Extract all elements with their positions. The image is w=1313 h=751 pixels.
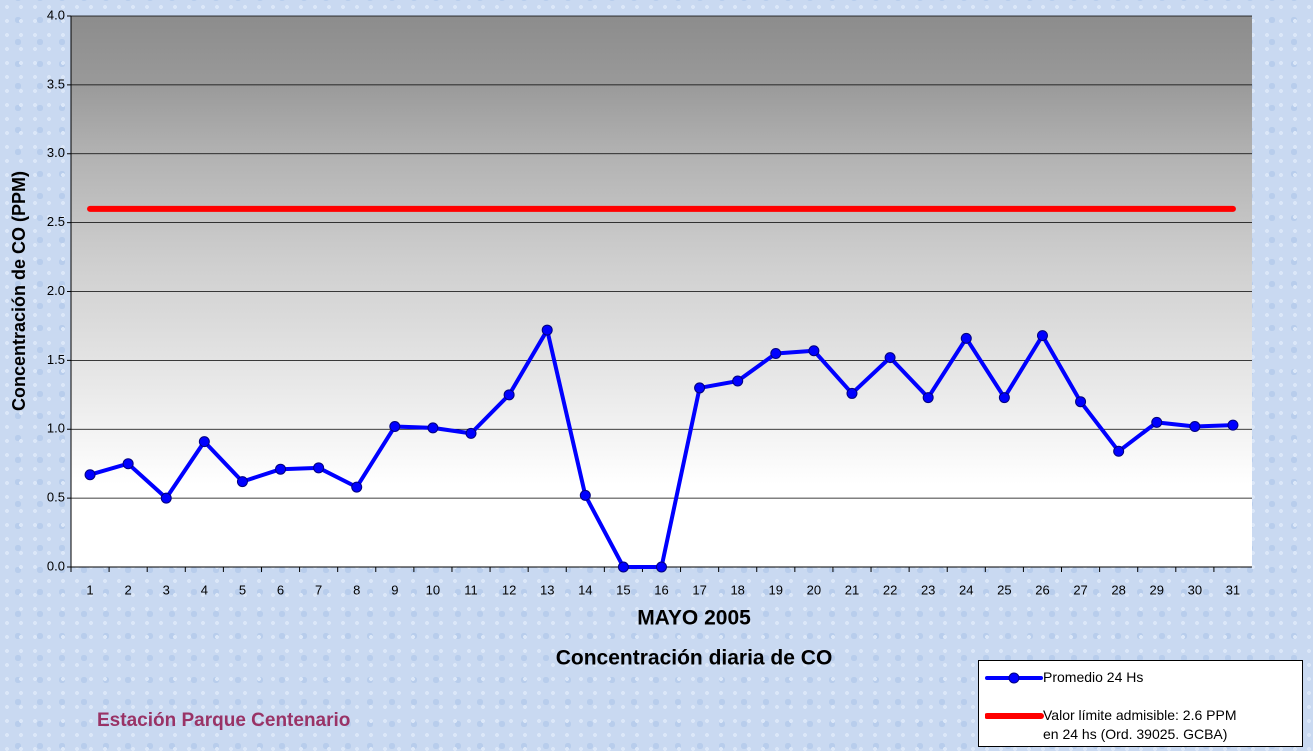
point	[733, 376, 743, 386]
point	[1228, 420, 1238, 430]
point	[885, 353, 895, 363]
point	[1190, 421, 1200, 431]
y-tick-label: 2.5	[47, 214, 65, 229]
y-tick-label: 3.5	[47, 76, 65, 91]
point	[580, 490, 590, 500]
point	[161, 493, 171, 503]
x-tick-label: 2	[125, 582, 132, 597]
y-axis-title: Concentración de CO (PPM)	[9, 171, 29, 411]
x-tick-label: 26	[1035, 582, 1049, 597]
x-tick-label: 22	[883, 582, 897, 597]
y-tick-label: 2.0	[47, 283, 65, 298]
point	[618, 562, 628, 572]
point	[1152, 417, 1162, 427]
legend-swatch	[985, 709, 1045, 723]
point	[542, 325, 552, 335]
x-tick-label: 8	[353, 582, 360, 597]
x-tick-label: 15	[616, 582, 630, 597]
legend: Promedio 24 Hs Valor límite admisible: 2.…	[978, 660, 1303, 747]
x-tick-label: 18	[730, 582, 744, 597]
x-tick-label: 30	[1188, 582, 1202, 597]
x-tick-label: 23	[921, 582, 935, 597]
x-tick-label: 21	[845, 582, 859, 597]
x-tick-label: 31	[1226, 582, 1240, 597]
chart: Concentración de CO (PPM) MAYO 2005 Conc…	[0, 0, 1313, 751]
y-tick-label: 0.5	[47, 490, 65, 505]
point	[428, 423, 438, 433]
y-tick-label: 4.0	[47, 7, 65, 22]
x-tick-label: 9	[391, 582, 398, 597]
point	[314, 463, 324, 473]
x-tick-label: 24	[959, 582, 973, 597]
x-axis-title: MAYO 2005	[637, 607, 751, 630]
legend-swatch	[985, 671, 1045, 685]
subtitle: Concentración diaria de CO	[556, 647, 833, 670]
point	[237, 477, 247, 487]
point	[771, 348, 781, 358]
legend-marker	[1009, 673, 1019, 683]
x-tick-label: 17	[692, 582, 706, 597]
x-tick-label: 19	[769, 582, 783, 597]
point	[466, 428, 476, 438]
point	[1114, 446, 1124, 456]
page: Concentración de CO (PPM) MAYO 2005 Conc…	[0, 0, 1313, 751]
point	[1076, 397, 1086, 407]
point	[847, 388, 857, 398]
point	[999, 393, 1009, 403]
x-tick-label: 29	[1150, 582, 1164, 597]
legend-label: Promedio 24 Hs	[1043, 668, 1143, 687]
point	[923, 393, 933, 403]
legend-label: Valor límite admisible: 2.6 PPM en 24 hs…	[1043, 706, 1236, 744]
y-tick-label: 1.5	[47, 352, 65, 367]
y-tick-label: 0.0	[47, 558, 65, 573]
x-tick-label: 16	[654, 582, 668, 597]
point	[961, 333, 971, 343]
x-tick-label: 3	[163, 582, 170, 597]
point	[504, 390, 514, 400]
point	[199, 437, 209, 447]
x-tick-label: 25	[997, 582, 1011, 597]
point	[85, 470, 95, 480]
y-tick-label: 1.0	[47, 421, 65, 436]
x-tick-label: 4	[201, 582, 208, 597]
x-tick-label: 28	[1111, 582, 1125, 597]
x-tick-label: 12	[502, 582, 516, 597]
x-tick-label: 1	[86, 582, 93, 597]
point	[657, 562, 667, 572]
point	[390, 421, 400, 431]
point	[1037, 331, 1047, 341]
point	[123, 459, 133, 469]
x-tick-label: 27	[1073, 582, 1087, 597]
x-tick-label: 13	[540, 582, 554, 597]
y-tick-label: 3.0	[47, 145, 65, 160]
x-tick-label: 10	[426, 582, 440, 597]
point	[695, 383, 705, 393]
point	[809, 346, 819, 356]
x-tick-label: 11	[464, 582, 478, 597]
point	[276, 464, 286, 474]
x-tick-label: 20	[807, 582, 821, 597]
point	[352, 482, 362, 492]
x-tick-label: 5	[239, 582, 246, 597]
x-tick-label: 14	[578, 582, 592, 597]
x-tick-label: 7	[315, 582, 322, 597]
x-tick-label: 6	[277, 582, 284, 597]
footer: Estación Parque Centenario	[97, 710, 350, 731]
